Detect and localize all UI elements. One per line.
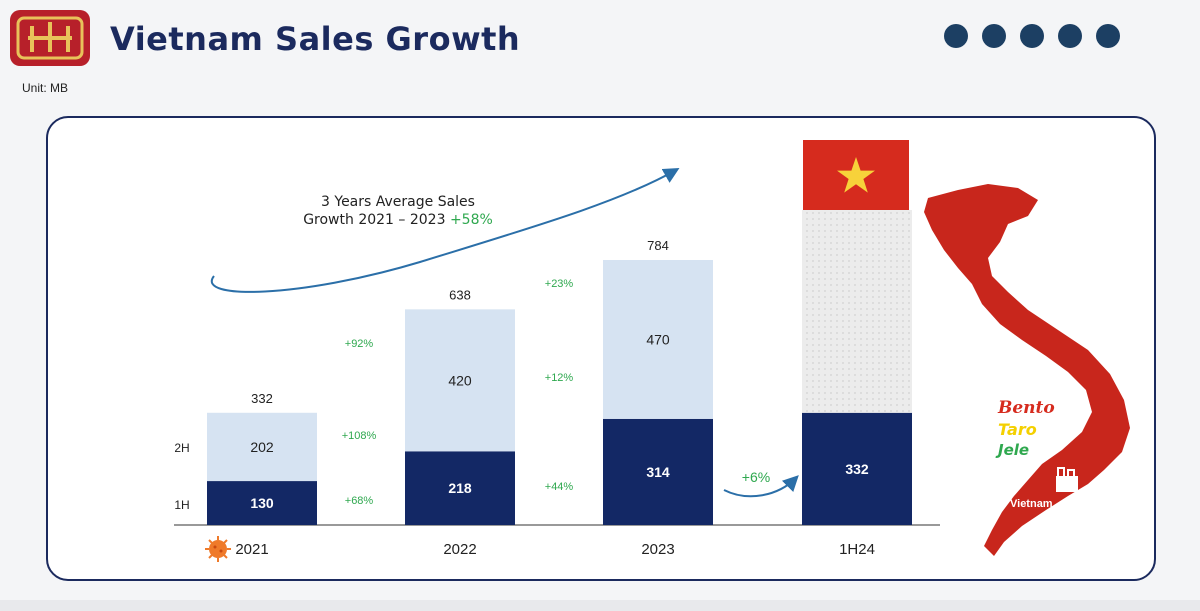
growth-label-total-2021-2022: +92% xyxy=(345,338,374,350)
vietnam-map-icon xyxy=(924,184,1130,556)
brand-taro-logo: Taro xyxy=(998,420,1037,439)
x-tick-2022: 2022 xyxy=(443,541,476,558)
bar-1h-2022 xyxy=(405,451,515,525)
data-label-1h-2023: 314 xyxy=(646,464,670,480)
bar-2h-placeholder-1H24 xyxy=(802,210,912,413)
bar-1h-1H24 xyxy=(802,412,912,525)
data-label-1h-2021: 130 xyxy=(250,495,274,511)
growth-label-1h-2021-2022: +68% xyxy=(345,495,374,507)
brand-logos: Bento Taro Jele xyxy=(998,398,1078,459)
growth-arrow xyxy=(210,168,680,293)
brand-jele-logo: Jele xyxy=(998,441,1030,459)
page-dot[interactable] xyxy=(982,24,1006,48)
x-tick-2021: 2021 xyxy=(235,541,268,558)
bar-2h-2021 xyxy=(207,412,317,482)
page-dot[interactable] xyxy=(944,24,968,48)
bar-2h-2023 xyxy=(603,260,713,419)
x-tick-1H24: 1H24 xyxy=(839,541,875,558)
page-dot[interactable] xyxy=(1020,24,1044,48)
growth-note-line1: 3 Years Average Sales xyxy=(321,194,475,210)
bars-group: 130 202 332 2021 218 420 638 2022 314 470 784 2023 3… xyxy=(207,210,912,558)
data-label-2h-2023: 470 xyxy=(646,331,670,347)
bar-1h-2023 xyxy=(603,418,713,525)
total-label-2021: 332 xyxy=(251,391,273,406)
growth-label-2h-2022-2023: +12% xyxy=(545,372,574,384)
growth-label-total-2022-2023: +23% xyxy=(545,278,574,290)
data-label-2h-2022: 420 xyxy=(448,372,472,388)
vietnam-flag xyxy=(803,140,909,210)
page-dot[interactable] xyxy=(1096,24,1120,48)
growth-label-1h-2023-1h24: +6% xyxy=(742,469,770,485)
x-tick-2023: 2023 xyxy=(641,541,674,558)
growth-note-line2: Growth 2021 – 2023 +58% xyxy=(303,212,493,228)
total-label-2023: 784 xyxy=(647,238,669,253)
growth-label-1h-2022-2023: +44% xyxy=(545,481,574,493)
data-label-1h-1H24: 332 xyxy=(845,461,869,477)
page-dot[interactable] xyxy=(1058,24,1082,48)
total-label-2022: 638 xyxy=(449,287,471,302)
virus-icon xyxy=(205,536,231,562)
yoy-arrow xyxy=(723,475,799,498)
flag-star-icon xyxy=(837,157,875,193)
company-logo xyxy=(10,10,90,66)
row-label-2h: 2H xyxy=(174,441,189,455)
bar-2h-2022 xyxy=(405,309,515,452)
brand-bento-logo: Bento xyxy=(998,398,1055,418)
map-label: Vietnam xyxy=(1010,498,1053,510)
page-title: Vietnam Sales Growth xyxy=(110,20,521,58)
data-label-1h-2022: 218 xyxy=(448,480,472,496)
page-indicator xyxy=(944,24,1120,48)
row-label-1h: 1H xyxy=(174,498,189,512)
unit-label: Unit: MB xyxy=(22,81,69,95)
growth-note-text: Growth 2021 – 2023 xyxy=(303,212,445,228)
slide-footer-strip xyxy=(0,600,1200,611)
bar-1h-2021 xyxy=(207,481,317,525)
data-label-2h-2021: 202 xyxy=(250,439,274,455)
growth-label-2h-2021-2022: +108% xyxy=(342,430,377,442)
growth-note-highlight: +58% xyxy=(450,212,493,228)
